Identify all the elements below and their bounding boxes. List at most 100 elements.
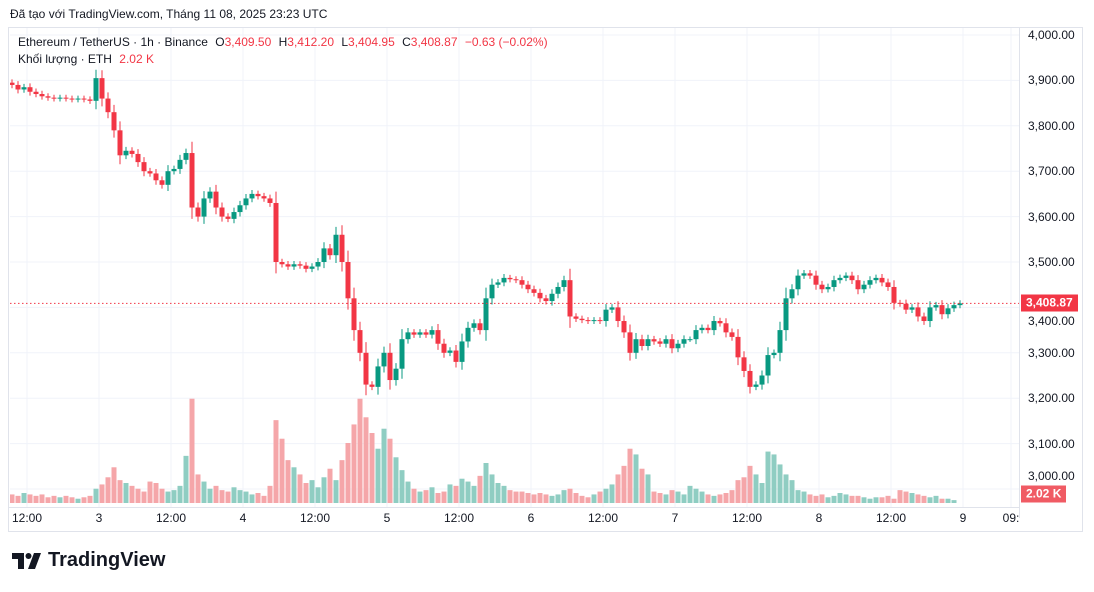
candle-body bbox=[435, 330, 441, 344]
candle-body bbox=[597, 320, 603, 322]
volume-bar bbox=[501, 485, 507, 503]
volume-bar bbox=[93, 488, 99, 503]
candle-body bbox=[513, 279, 519, 281]
volume-bar bbox=[807, 494, 813, 503]
candle-body bbox=[855, 280, 861, 290]
candle-body bbox=[465, 327, 471, 342]
candle-body bbox=[867, 280, 873, 285]
candle-body bbox=[117, 130, 123, 156]
candle-body bbox=[543, 298, 549, 302]
volume-bar bbox=[945, 498, 951, 503]
volume-bar bbox=[297, 474, 303, 503]
price-tick-label: 3,700.00 bbox=[1028, 164, 1075, 179]
volume-bar bbox=[567, 488, 573, 503]
volume-bar bbox=[201, 481, 207, 503]
candle-body bbox=[933, 305, 939, 308]
volume-bar bbox=[159, 488, 165, 503]
volume-bar bbox=[303, 483, 309, 503]
volume-bar bbox=[279, 438, 285, 503]
candle-body bbox=[723, 323, 729, 333]
candle-body bbox=[339, 234, 345, 262]
candle-body bbox=[471, 323, 477, 328]
volume-bar bbox=[633, 454, 639, 503]
candlestick-chart[interactable] bbox=[10, 28, 1019, 507]
candle-body bbox=[903, 303, 909, 310]
volume-bar bbox=[639, 468, 645, 503]
volume-bar bbox=[615, 474, 621, 503]
candle-body bbox=[171, 168, 177, 172]
candle-body bbox=[165, 171, 171, 185]
volume-bar bbox=[675, 491, 681, 503]
volume-bar bbox=[525, 493, 531, 503]
volume-bar bbox=[741, 477, 747, 503]
candle-body bbox=[213, 191, 219, 208]
volume-bar bbox=[495, 483, 501, 503]
volume-bar bbox=[891, 498, 897, 503]
volume-bar bbox=[225, 491, 231, 503]
candle-body bbox=[495, 282, 501, 285]
volume-bar bbox=[21, 493, 27, 503]
volume-bar bbox=[909, 493, 915, 503]
candle-body bbox=[10, 82, 15, 85]
candle-body bbox=[303, 265, 309, 269]
volume-bar bbox=[465, 481, 471, 503]
price-axis[interactable] bbox=[1019, 28, 1084, 518]
candle-body bbox=[555, 286, 561, 294]
candle-body bbox=[501, 277, 507, 283]
volume-bar bbox=[285, 460, 291, 503]
high-value: H3,412.20 bbox=[278, 35, 335, 49]
change-value: −0.63 (−0.02%) bbox=[464, 35, 548, 49]
volume-bar bbox=[531, 494, 537, 503]
candle-body bbox=[825, 286, 831, 290]
volume-bar bbox=[231, 487, 237, 503]
time-tick-label: 12:00 bbox=[443, 511, 475, 525]
volume-bar bbox=[393, 457, 399, 503]
volume-bar bbox=[591, 494, 597, 503]
volume-bar bbox=[153, 483, 159, 503]
time-tick-label: 12:00 bbox=[11, 511, 43, 525]
volume-bar bbox=[903, 491, 909, 503]
volume-bar bbox=[453, 485, 459, 503]
volume-bar bbox=[69, 497, 75, 503]
volume-bar bbox=[405, 481, 411, 503]
volume-bar bbox=[99, 484, 105, 503]
volume-bar bbox=[777, 464, 783, 503]
symbol-title[interactable]: Ethereum / TetherUS · 1h · Binance bbox=[18, 35, 208, 49]
candle-body bbox=[75, 98, 81, 100]
candle-body bbox=[105, 98, 111, 113]
candle-body bbox=[99, 78, 105, 99]
volume-bar bbox=[759, 483, 765, 503]
volume-bar bbox=[123, 483, 129, 503]
volume-bar bbox=[801, 491, 807, 503]
time-axis[interactable] bbox=[8, 507, 1019, 532]
volume-bar bbox=[417, 491, 423, 503]
time-tick-label: 12:00 bbox=[299, 511, 331, 525]
tradingview-logo[interactable]: TradingView bbox=[12, 549, 165, 572]
candle-body bbox=[585, 320, 591, 322]
low-value: L3,404.95 bbox=[341, 35, 395, 49]
volume-bar bbox=[933, 495, 939, 503]
volume-label[interactable]: Khối lượng · ETH bbox=[18, 52, 112, 66]
price-tick-label: 3,000.00 bbox=[1028, 469, 1075, 483]
candle-body bbox=[195, 207, 201, 217]
candle-body bbox=[639, 339, 645, 346]
candle-body bbox=[405, 332, 411, 340]
volume-bar bbox=[471, 485, 477, 503]
time-tick-label: 12:00 bbox=[587, 511, 619, 525]
volume-bar bbox=[921, 495, 927, 503]
time-tick-label: 8 bbox=[815, 511, 823, 525]
volume-bar bbox=[705, 494, 711, 503]
volume-bar bbox=[255, 493, 261, 503]
volume-bar bbox=[171, 490, 177, 503]
candle-body bbox=[729, 332, 735, 337]
volume-bar bbox=[825, 497, 831, 503]
candle-body bbox=[87, 99, 93, 101]
volume-bar bbox=[585, 497, 591, 503]
volume-bar bbox=[327, 468, 333, 503]
candle-body bbox=[249, 193, 255, 199]
candle-body bbox=[21, 87, 27, 90]
price-tick-label: 3,400.00 bbox=[1028, 314, 1075, 329]
candle-body bbox=[381, 352, 387, 367]
volume-bar bbox=[291, 467, 297, 503]
volume-bar bbox=[435, 493, 441, 503]
